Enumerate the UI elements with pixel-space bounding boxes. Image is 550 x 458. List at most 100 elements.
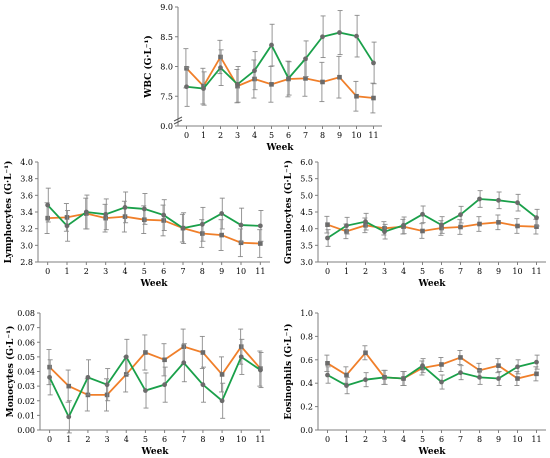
data-point	[122, 214, 128, 219]
y-tick-label: 0.07	[17, 324, 35, 333]
data-point	[382, 374, 387, 380]
data-point	[238, 222, 244, 228]
data-point	[142, 217, 147, 222]
data-point	[45, 215, 50, 221]
data-point	[184, 65, 189, 71]
axis-break-mark	[173, 116, 183, 122]
data-point	[344, 223, 349, 229]
y-tick-label: 0.01	[17, 411, 35, 420]
data-point	[477, 196, 482, 202]
data-point	[64, 215, 70, 220]
data-point	[257, 223, 263, 229]
series-line	[327, 198, 538, 239]
data-point	[181, 360, 187, 366]
y-axis-label: Eosinophils (G·L⁻¹)	[283, 323, 294, 419]
data-point	[496, 197, 501, 203]
data-point	[238, 240, 244, 246]
x-tick-label: 5	[142, 267, 147, 276]
data-point	[161, 218, 166, 223]
y-tick-label: 3.8	[20, 175, 33, 184]
series-line	[48, 355, 261, 419]
data-point	[238, 344, 244, 349]
x-tick-label: 7	[181, 435, 186, 444]
data-point	[534, 224, 539, 229]
data-point	[420, 228, 425, 234]
x-tick-label: 5	[269, 131, 274, 140]
x-tick-label: 9	[496, 435, 501, 444]
x-tick-label: 4	[401, 267, 406, 276]
y-tick-label: 0.6	[300, 356, 313, 365]
data-point	[496, 220, 501, 225]
data-point	[439, 379, 444, 385]
data-point	[200, 350, 206, 355]
y-tick-label: 0.0	[300, 426, 313, 435]
data-point	[235, 81, 240, 87]
chart-eosinophils: 0.0 0.2 0.4 0.6 0.8 1.0 0 1 2 3 4 5 6 7 8 9 10 11 Week Eosi…	[283, 309, 546, 457]
series-green	[47, 338, 264, 434]
data-point	[344, 372, 349, 378]
data-point	[401, 376, 406, 381]
x-axis-label: Week	[417, 447, 446, 457]
data-point	[325, 235, 330, 241]
data-point	[458, 370, 463, 376]
x-tick-label: 1	[64, 267, 69, 276]
data-point	[200, 382, 206, 388]
data-point	[363, 377, 368, 383]
data-point	[200, 231, 205, 236]
x-tick-label: 10	[512, 267, 522, 276]
y-tick-label: 0.8	[300, 332, 313, 341]
data-point	[143, 350, 148, 355]
x-tick-label: 3	[382, 267, 387, 276]
x-tick-label: 9	[220, 435, 225, 444]
y-tick-label: 0.0	[160, 122, 173, 131]
data-point	[344, 383, 349, 388]
x-tick-label: 0	[325, 435, 330, 444]
x-tick-label: 5	[143, 435, 148, 444]
y-tick-label: 0.05	[17, 353, 35, 362]
y-tick-label: 8.0	[160, 63, 173, 72]
data-point	[161, 212, 167, 218]
series-green	[45, 187, 264, 244]
series-line	[327, 361, 537, 387]
x-axis-label: Week	[417, 279, 446, 289]
data-point	[458, 355, 463, 360]
x-tick-label: 8	[477, 435, 482, 444]
data-point	[337, 30, 342, 35]
data-point	[180, 225, 186, 231]
data-point	[162, 382, 167, 388]
y-tick-label: 0.04	[17, 368, 35, 377]
x-tick-label: 6	[439, 435, 444, 444]
x-axis-label: Week	[140, 447, 169, 457]
data-point	[303, 56, 308, 62]
x-tick-label: 11	[255, 267, 265, 276]
x-tick-label: 1	[344, 435, 349, 444]
data-point	[354, 33, 359, 39]
y-axis-label: Lymphocytes (G·L⁻¹)	[3, 161, 14, 264]
x-tick-label: 2	[85, 435, 90, 444]
y-axis-label: Granulocytes (G·L⁻¹)	[283, 160, 294, 264]
data-point	[47, 374, 52, 380]
data-point	[66, 414, 72, 420]
x-tick-label: 0	[47, 435, 52, 444]
y-axis-label: Monocytes (G·L⁻¹)	[5, 326, 16, 418]
series-green	[325, 190, 540, 247]
x-tick-label: 6	[162, 435, 167, 444]
data-point	[199, 221, 205, 227]
x-tick-label: 3	[235, 131, 240, 140]
data-point	[371, 95, 376, 101]
y-tick-label: 5.0	[300, 191, 313, 200]
x-tick-label: 8	[320, 131, 325, 140]
x-tick-label: 7	[180, 267, 185, 276]
y-tick-label: 0.4	[300, 379, 313, 388]
data-point	[219, 372, 225, 377]
x-tick-label: 7	[458, 267, 463, 276]
series-green	[184, 10, 377, 107]
data-point	[477, 221, 482, 227]
data-point	[534, 215, 539, 221]
data-point	[496, 363, 501, 368]
y-tick-label: 0.00	[17, 426, 35, 435]
data-point	[238, 354, 244, 360]
data-point	[286, 76, 291, 81]
y-tick-label: 1.0	[300, 309, 313, 318]
series-line	[47, 204, 261, 230]
